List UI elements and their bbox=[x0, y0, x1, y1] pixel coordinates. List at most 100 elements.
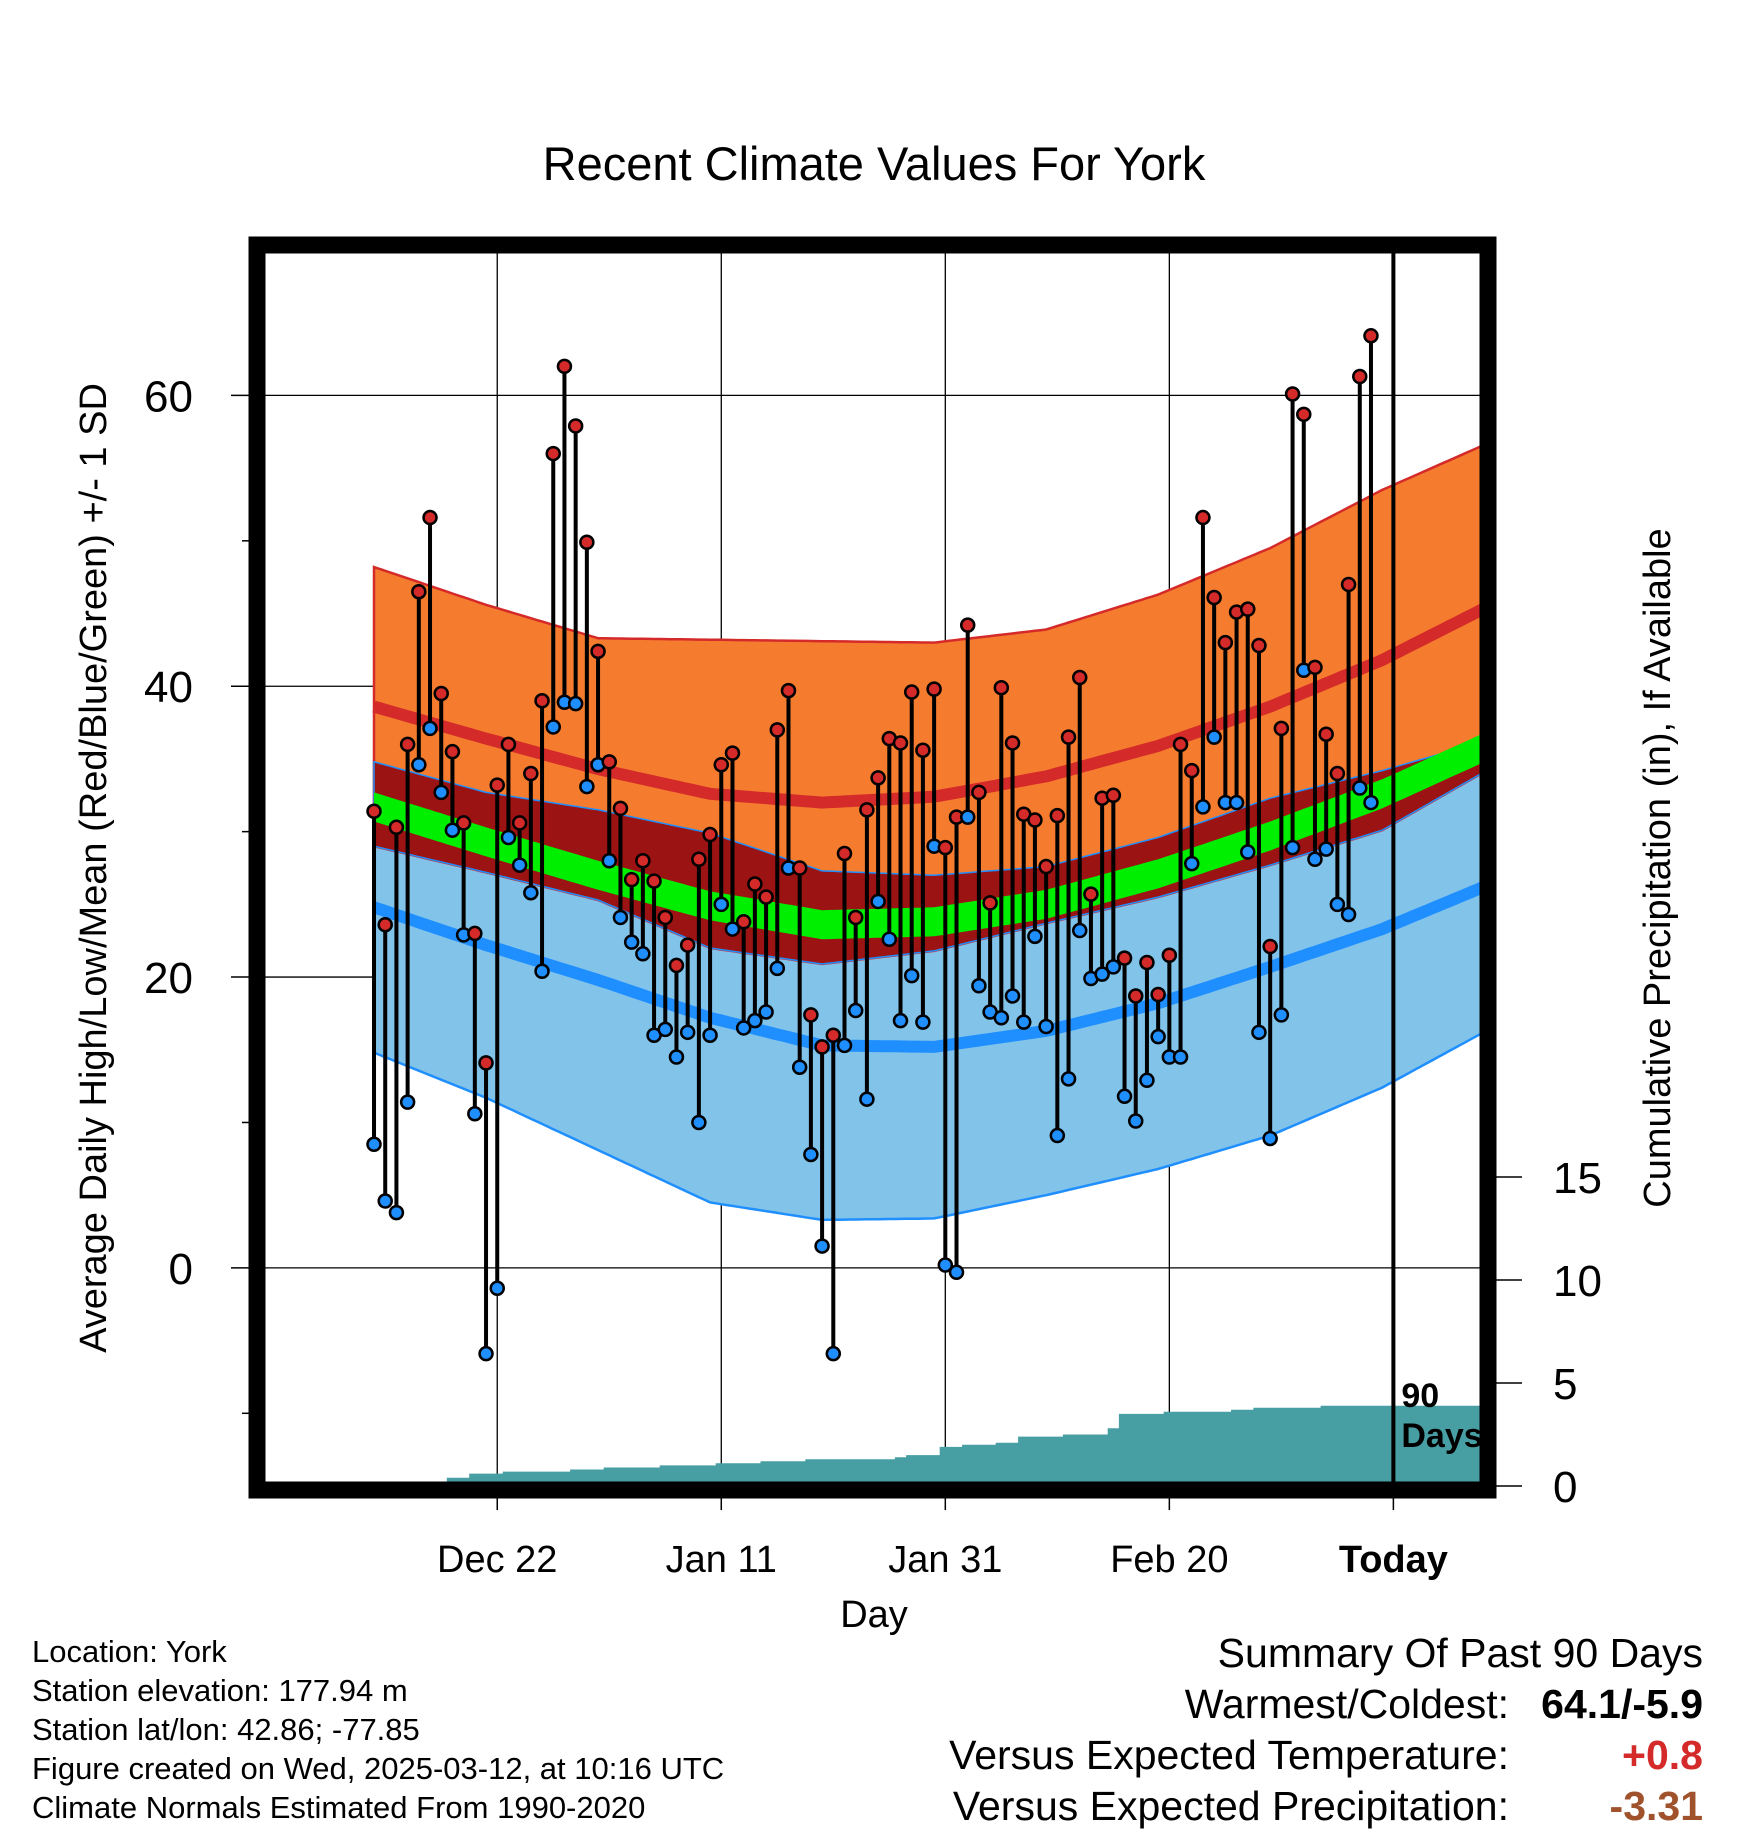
summary-heading: Summary Of Past 90 Days bbox=[1217, 1630, 1703, 1676]
daily-high-point bbox=[1352, 368, 1368, 385]
daily-high-point bbox=[1004, 735, 1021, 751]
daily-low-point bbox=[545, 719, 561, 735]
daily-low-point bbox=[702, 1027, 718, 1043]
daily-high-point bbox=[668, 957, 685, 974]
daily-low-point bbox=[1094, 966, 1110, 982]
daily-high-point bbox=[1027, 812, 1043, 828]
daily-high-point bbox=[478, 1055, 494, 1071]
daily-low-point bbox=[870, 893, 886, 910]
daily-low-point bbox=[825, 1345, 842, 1362]
daily-high-point bbox=[1251, 637, 1267, 654]
plot-frame bbox=[248, 236, 1497, 1499]
y-tick-label: 40 bbox=[144, 663, 193, 712]
daily-high-point bbox=[1240, 601, 1256, 617]
daily-high-point bbox=[915, 742, 931, 758]
daily-high-point bbox=[803, 1007, 819, 1023]
daily-low-point bbox=[1195, 799, 1211, 815]
daily-low-point bbox=[881, 931, 898, 948]
daily-low-point bbox=[1172, 1049, 1189, 1065]
daily-high-point bbox=[1105, 787, 1122, 804]
warmest-coldest-label: Warmest/Coldest: bbox=[1184, 1681, 1509, 1727]
daily-high-point bbox=[1139, 954, 1155, 971]
daily-low-point bbox=[489, 1280, 505, 1296]
daily-low-point bbox=[1284, 839, 1301, 856]
normals-period: Climate Normals Estimated From 1990-2020 bbox=[32, 1790, 646, 1825]
daily-high-point bbox=[1318, 726, 1334, 742]
y-axis-label: Average Daily High/Low/Mean (Red/Blue/Gr… bbox=[73, 383, 115, 1353]
daily-low-point bbox=[1273, 1007, 1290, 1023]
daily-high-point bbox=[1273, 720, 1290, 737]
daily-low-point bbox=[903, 967, 920, 984]
daily-high-point bbox=[791, 860, 808, 876]
daily-high-point bbox=[579, 534, 595, 551]
daily-low-point bbox=[612, 909, 629, 926]
daily-low-point bbox=[635, 946, 651, 962]
daily-high-point bbox=[1150, 986, 1166, 1003]
daily-high-point bbox=[926, 681, 942, 697]
daily-high-point bbox=[724, 745, 741, 761]
daily-low-point bbox=[1184, 855, 1200, 872]
daily-high-point bbox=[959, 617, 976, 633]
figure-created: Figure created on Wed, 2025-03-12, at 10… bbox=[32, 1751, 725, 1786]
daily-low-point bbox=[623, 934, 640, 950]
daily-low-point bbox=[724, 921, 741, 937]
summary-panel: Summary Of Past 90 Days Warmest/Coldest:… bbox=[949, 1628, 1703, 1832]
temperature-value: +0.8 bbox=[1622, 1732, 1703, 1778]
daily-low-point bbox=[377, 1193, 393, 1209]
daily-high-point bbox=[545, 445, 561, 462]
daily-high-point bbox=[713, 757, 730, 773]
daily-high-point bbox=[1307, 659, 1323, 676]
daily-high-point bbox=[1116, 950, 1133, 966]
daily-low-point bbox=[1228, 794, 1245, 811]
daily-high-point bbox=[847, 909, 864, 926]
daily-high-point bbox=[903, 684, 920, 700]
daily-high-point bbox=[567, 418, 584, 434]
summary-warmest-coldest: Warmest/Coldest: 64.1/-5.9 bbox=[949, 1679, 1703, 1730]
daily-high-point bbox=[691, 851, 707, 868]
daily-low-point bbox=[1251, 1024, 1267, 1041]
x-tick-label: Jan 11 bbox=[666, 1539, 777, 1581]
daily-high-point bbox=[836, 845, 853, 862]
daily-high-point bbox=[1262, 938, 1278, 955]
daily-high-point bbox=[500, 736, 517, 753]
daily-low-point bbox=[366, 1136, 382, 1153]
daily-high-point bbox=[366, 803, 382, 820]
daily-low-point bbox=[601, 852, 618, 869]
daily-high-point bbox=[399, 736, 416, 753]
daily-high-point bbox=[1206, 589, 1222, 606]
daily-high-point bbox=[612, 800, 629, 817]
x-tick-label: Dec 22 bbox=[437, 1539, 557, 1581]
daily-low-point bbox=[567, 695, 584, 712]
window-label: 90 Days bbox=[1401, 1377, 1482, 1455]
daily-low-point bbox=[1206, 729, 1222, 745]
daily-low-point bbox=[769, 960, 786, 977]
daily-low-point bbox=[1015, 1014, 1032, 1030]
daily-low-point bbox=[478, 1345, 494, 1362]
daily-low-point bbox=[388, 1204, 405, 1221]
daily-high-point bbox=[534, 693, 550, 709]
daily-high-point bbox=[444, 743, 461, 760]
daily-low-point bbox=[422, 720, 438, 737]
daily-high-point bbox=[870, 770, 886, 786]
daily-high-point bbox=[993, 679, 1010, 696]
high-normal-line bbox=[372, 603, 1483, 809]
daily-low-point bbox=[1318, 841, 1334, 857]
daily-high-point bbox=[747, 876, 763, 892]
daily-low-point bbox=[959, 809, 976, 825]
daily-high-point bbox=[1284, 386, 1301, 402]
y2-tick-label: 5 bbox=[1553, 1360, 1577, 1409]
daily-low-point bbox=[1004, 988, 1021, 1004]
daily-low-point bbox=[691, 1114, 707, 1131]
daily-high-point bbox=[1071, 669, 1088, 686]
daily-high-point bbox=[388, 819, 405, 836]
daily-high-point bbox=[433, 685, 449, 702]
daily-high-point bbox=[467, 925, 483, 942]
daily-low-point bbox=[1240, 844, 1256, 860]
daily-high-point bbox=[590, 643, 606, 660]
daily-high-point bbox=[489, 777, 505, 793]
daily-high-point bbox=[422, 509, 438, 526]
station-latlon: Station lat/lon: 42.86; -77.85 bbox=[32, 1712, 420, 1747]
x-tick-label: Feb 20 bbox=[1110, 1539, 1228, 1581]
daily-low-point bbox=[735, 1020, 752, 1036]
daily-high-point bbox=[679, 937, 696, 953]
